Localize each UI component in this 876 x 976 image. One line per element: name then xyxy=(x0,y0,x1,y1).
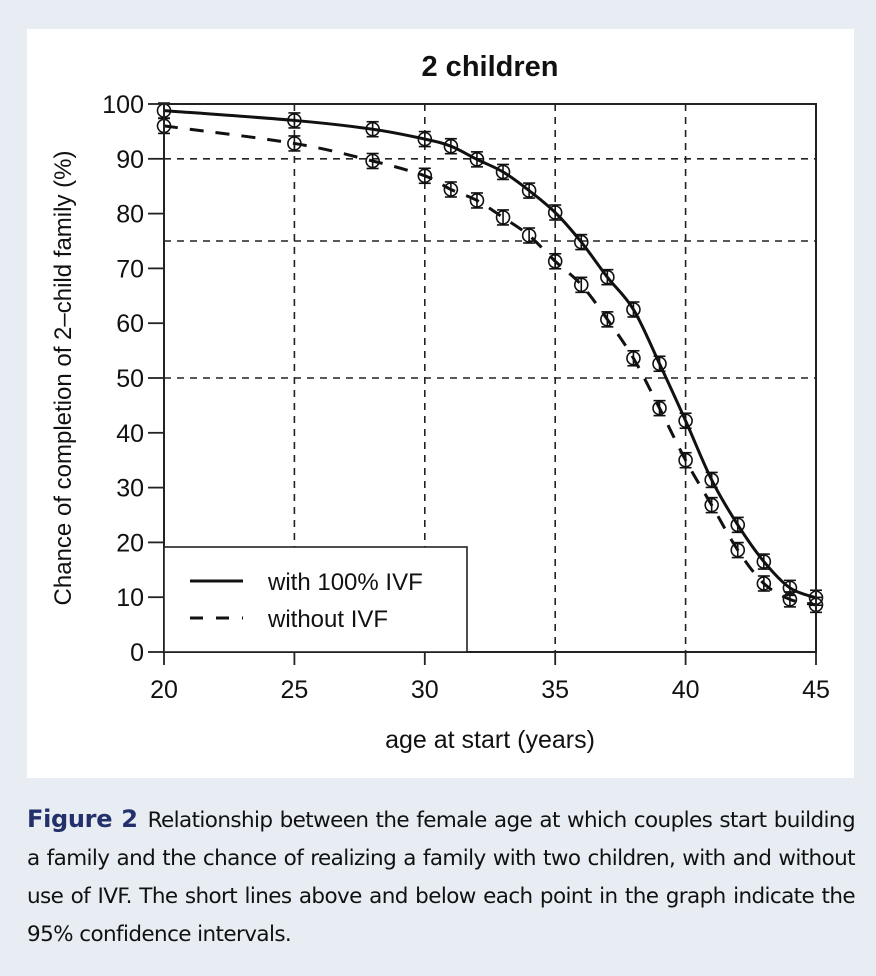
data-point xyxy=(417,168,433,184)
x-tick-label: 35 xyxy=(541,676,569,704)
data-point xyxy=(600,269,615,285)
data-point xyxy=(756,576,772,591)
data-point xyxy=(443,138,459,154)
y-tick-label: 100 xyxy=(102,91,144,119)
data-point xyxy=(365,153,380,169)
data-point xyxy=(626,350,641,366)
data-point xyxy=(782,592,798,607)
data-point xyxy=(469,193,485,208)
data-point xyxy=(287,113,302,128)
series-without-ivf xyxy=(156,117,824,614)
series-layer xyxy=(156,102,824,614)
y-tick-label: 40 xyxy=(116,420,144,448)
y-tick-label: 70 xyxy=(116,255,144,283)
y-tick-label: 90 xyxy=(116,146,144,174)
x-tick-label: 20 xyxy=(150,676,178,704)
series-line xyxy=(163,109,817,600)
data-point xyxy=(547,205,563,220)
figure-caption: Figure 2 Relationship between the female … xyxy=(27,800,856,954)
y-tick-label: 50 xyxy=(116,365,144,393)
data-point xyxy=(417,131,433,147)
data-point xyxy=(756,554,772,569)
data-point xyxy=(287,136,302,151)
y-axis-ticks: 0 10 20 30 40 50 60 70 80 90 100 xyxy=(102,91,164,667)
chart-title: 2 children xyxy=(422,51,559,83)
data-point xyxy=(443,182,459,197)
x-axis-label: age at start (years) xyxy=(385,726,595,754)
series-with-ivf xyxy=(156,102,824,607)
data-point xyxy=(652,400,667,416)
data-point xyxy=(626,302,641,317)
data-point xyxy=(704,497,719,513)
figure-label: Figure 2 xyxy=(27,805,138,833)
y-tick-label: 0 xyxy=(130,639,144,667)
data-point xyxy=(704,472,719,488)
caption-text: Relationship between the female age at w… xyxy=(27,808,856,947)
legend: with 100% IVF without IVF xyxy=(163,546,468,653)
y-tick-label: 80 xyxy=(116,201,144,229)
x-tick-label: 45 xyxy=(802,676,830,704)
legend-box xyxy=(163,546,468,653)
x-axis-ticks: 20 25 30 35 40 45 xyxy=(150,652,830,704)
data-point xyxy=(469,152,485,167)
data-point xyxy=(652,356,667,372)
data-point xyxy=(495,210,511,225)
data-point xyxy=(365,121,380,137)
data-point xyxy=(521,228,537,243)
data-point xyxy=(678,452,693,468)
data-point xyxy=(573,234,589,250)
legend-entry-with-ivf: with 100% IVF xyxy=(267,569,423,596)
data-point xyxy=(573,277,589,293)
data-point xyxy=(495,164,511,180)
data-point xyxy=(730,517,746,533)
data-point xyxy=(547,253,563,269)
series-line xyxy=(163,124,817,607)
data-point xyxy=(730,542,746,558)
x-tick-label: 40 xyxy=(672,676,700,704)
y-tick-label: 20 xyxy=(116,529,144,557)
chart: 20 25 30 35 40 45 0 10 20 30 40 50 60 70 80 90 100 2 ch… xyxy=(50,51,830,754)
x-tick-label: 25 xyxy=(280,676,308,704)
y-tick-label: 60 xyxy=(116,310,144,338)
y-axis-label: Chance of completion of 2–child family (… xyxy=(50,151,77,606)
data-point xyxy=(600,312,615,327)
legend-entry-without-ivf: without IVF xyxy=(267,606,388,633)
data-point xyxy=(521,183,537,198)
y-tick-label: 10 xyxy=(116,584,144,612)
grid-lines xyxy=(164,104,816,652)
y-tick-label: 30 xyxy=(116,475,144,503)
data-point xyxy=(678,413,693,429)
x-tick-label: 30 xyxy=(411,676,439,704)
